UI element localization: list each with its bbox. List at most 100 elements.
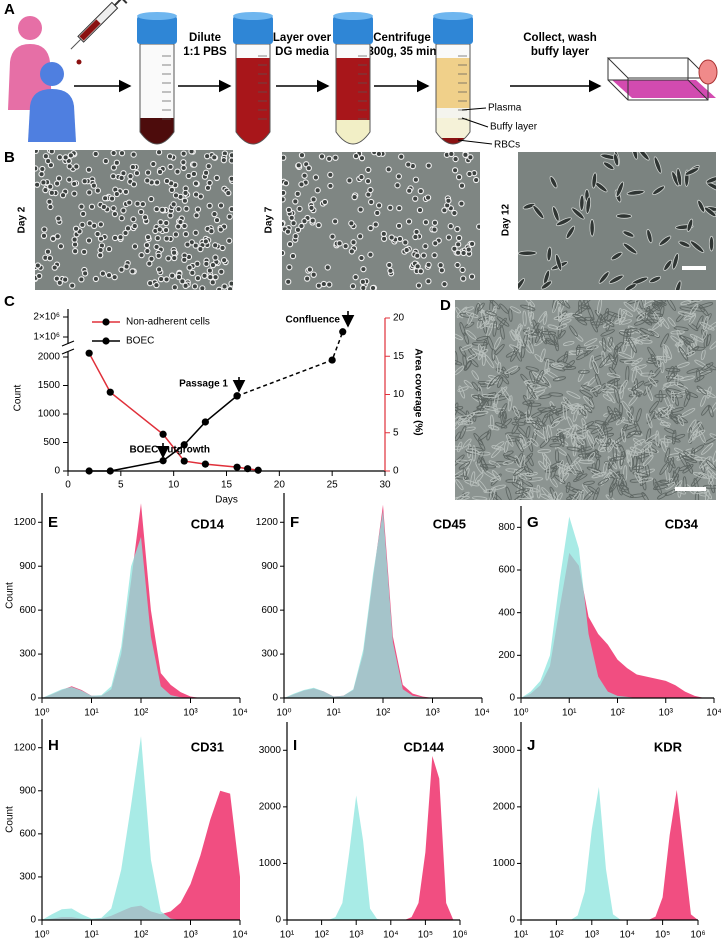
cell bbox=[336, 240, 343, 247]
cell bbox=[481, 352, 486, 366]
cell bbox=[395, 222, 403, 230]
cell bbox=[582, 439, 587, 452]
cell bbox=[177, 218, 184, 226]
cell bbox=[420, 252, 427, 259]
cell bbox=[576, 352, 589, 361]
cell bbox=[455, 431, 462, 442]
cell bbox=[632, 471, 649, 477]
cell bbox=[455, 234, 463, 242]
cell bbox=[525, 487, 534, 499]
cell bbox=[117, 234, 124, 241]
cell bbox=[309, 217, 316, 224]
x-tick-label: 0 bbox=[65, 480, 71, 491]
cell bbox=[326, 155, 333, 162]
cell bbox=[385, 166, 392, 173]
cell bbox=[180, 159, 187, 166]
cell bbox=[606, 372, 621, 378]
histogram-area bbox=[42, 736, 240, 920]
cell bbox=[579, 489, 585, 500]
cell bbox=[226, 213, 233, 220]
histogram-area bbox=[284, 510, 482, 698]
cell bbox=[520, 304, 536, 311]
cell bbox=[182, 189, 189, 197]
tube-layer bbox=[336, 58, 370, 120]
cell bbox=[462, 467, 470, 481]
cell bbox=[709, 433, 716, 441]
cell bbox=[707, 470, 714, 486]
cell bbox=[670, 335, 683, 346]
data-point bbox=[180, 457, 188, 465]
data-point bbox=[233, 392, 241, 400]
cell bbox=[703, 436, 716, 445]
cell bbox=[470, 471, 476, 487]
cell bbox=[182, 230, 190, 238]
cell bbox=[649, 275, 662, 284]
cell bbox=[217, 202, 225, 209]
cell bbox=[163, 177, 171, 185]
cell bbox=[622, 309, 634, 317]
cell bbox=[489, 300, 501, 310]
cell bbox=[666, 404, 672, 416]
cell bbox=[511, 422, 519, 435]
y-tick-label: 1200 bbox=[14, 742, 37, 753]
cell bbox=[226, 286, 233, 290]
cell bbox=[677, 415, 685, 427]
leader-line bbox=[461, 117, 489, 128]
data-point bbox=[244, 465, 252, 473]
data-point bbox=[201, 418, 209, 426]
x-tick-label: 10¹ bbox=[280, 930, 295, 941]
cell bbox=[489, 300, 494, 317]
y-tick-label: 1500 bbox=[38, 380, 61, 391]
cell bbox=[694, 491, 699, 500]
cell bbox=[212, 242, 219, 249]
cell bbox=[44, 248, 52, 255]
cell bbox=[541, 487, 553, 500]
cell bbox=[599, 340, 612, 353]
cell bbox=[709, 479, 715, 494]
cell bbox=[454, 261, 461, 269]
cell bbox=[521, 441, 532, 450]
cell bbox=[110, 150, 117, 157]
cell bbox=[652, 478, 658, 490]
cell bbox=[623, 328, 628, 346]
cell bbox=[529, 438, 539, 447]
x-tick-label: 10³ bbox=[585, 930, 600, 941]
cell bbox=[476, 317, 482, 329]
cell bbox=[153, 243, 160, 251]
cell bbox=[627, 409, 632, 424]
x-tick-label: 10⁴ bbox=[383, 930, 398, 941]
cell bbox=[51, 264, 58, 271]
cell bbox=[661, 404, 674, 417]
y-tick-label: 600 bbox=[19, 605, 36, 616]
y-tick-label: 2000 bbox=[259, 801, 282, 812]
cell bbox=[577, 369, 586, 382]
cell bbox=[352, 274, 359, 281]
cell bbox=[55, 175, 63, 182]
cell bbox=[598, 271, 610, 284]
cell bbox=[478, 431, 490, 441]
cell bbox=[56, 154, 63, 161]
cell bbox=[489, 414, 495, 431]
cell bbox=[528, 331, 544, 338]
cell bbox=[493, 393, 499, 408]
cell bbox=[42, 186, 49, 194]
y-tick-label: 900 bbox=[261, 561, 278, 572]
cell bbox=[687, 419, 697, 433]
cell bbox=[652, 185, 666, 196]
cell bbox=[113, 159, 121, 166]
cell bbox=[464, 321, 475, 329]
cell bbox=[191, 161, 198, 168]
cell bbox=[396, 235, 404, 243]
cell bbox=[565, 481, 571, 494]
x-tick-label: 10² bbox=[134, 708, 149, 719]
cell bbox=[62, 154, 69, 161]
cell bbox=[472, 395, 489, 401]
cell bbox=[445, 197, 452, 204]
cell bbox=[605, 494, 617, 500]
cell bbox=[614, 317, 626, 325]
cell bbox=[462, 354, 468, 369]
cell bbox=[684, 167, 700, 176]
cell bbox=[617, 474, 624, 487]
cell bbox=[597, 300, 602, 315]
cell bbox=[111, 210, 119, 218]
